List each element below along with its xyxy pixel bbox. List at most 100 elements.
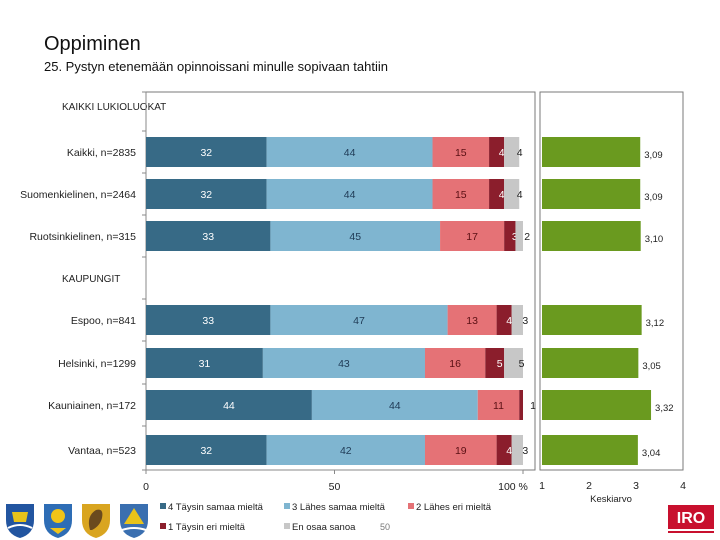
data-label: 11	[493, 400, 504, 412]
data-label: 3	[512, 231, 518, 243]
x-tick-label: 0	[143, 481, 149, 493]
data-label: 4	[499, 189, 505, 201]
bar-segment	[489, 179, 505, 209]
mean-label: 3,12	[646, 318, 665, 329]
category-label: Vantaa, n=523	[68, 445, 136, 457]
data-label: 43	[338, 358, 350, 370]
bar-segment	[424, 435, 497, 465]
mean-tick-label: 2	[586, 480, 592, 492]
mean-bar	[542, 221, 641, 251]
group-header: KAUPUNGIT	[62, 274, 120, 285]
category-label: Suomenkielinen, n=2464	[20, 189, 136, 201]
mean-bar	[542, 435, 638, 465]
kauniainen-coat-of-arms-icon	[82, 504, 110, 538]
bar-segment	[270, 305, 448, 335]
bar-segment	[519, 390, 523, 420]
legend-swatch	[284, 503, 290, 509]
data-label: 5	[519, 358, 525, 370]
data-label: 33	[202, 231, 214, 243]
data-label: 42	[340, 445, 352, 457]
mean-label: 3,04	[642, 448, 661, 459]
bar-segment	[146, 305, 271, 335]
bar-segment	[266, 435, 425, 465]
data-label: 4	[506, 315, 512, 327]
bar-segment	[511, 435, 523, 465]
bar-segment	[266, 137, 433, 167]
bar-segment	[146, 179, 267, 209]
data-label: 17	[466, 231, 478, 243]
bar-segment	[496, 435, 512, 465]
mean-bar	[542, 348, 639, 378]
mean-bar	[542, 390, 652, 420]
data-label: 2	[524, 231, 530, 243]
mean-label: 3,09	[644, 150, 663, 161]
bar-segment	[146, 435, 267, 465]
data-label: 3	[522, 315, 528, 327]
bar-segment	[477, 390, 520, 420]
x-tick-label: 100 %	[498, 481, 528, 493]
data-label: 44	[223, 400, 235, 412]
mean-tick-label: 4	[680, 480, 686, 492]
mean-label: 3,10	[645, 234, 664, 245]
bar-segment	[447, 305, 497, 335]
legend-label: 4 Täysin samaa mieltä	[168, 502, 264, 513]
footer-number: 50	[380, 522, 390, 532]
mean-bar	[542, 179, 641, 209]
legend-swatch	[160, 523, 166, 529]
legend-swatch	[284, 523, 290, 529]
bar-segment	[432, 179, 490, 209]
bar-segment	[485, 348, 505, 378]
data-label: 32	[200, 445, 212, 457]
data-label: 4	[517, 189, 523, 201]
bar-segment	[270, 221, 441, 251]
data-label: 32	[200, 189, 212, 201]
bar-segment	[504, 137, 520, 167]
bar-segment	[432, 137, 490, 167]
mean-panel-frame	[539, 91, 684, 471]
data-label: 32	[200, 147, 212, 159]
helsinki-coat-of-arms-icon	[6, 504, 34, 538]
x-tick-label: 50	[329, 481, 341, 493]
bar-segment	[504, 221, 516, 251]
legend-label: 1 Täysin eri mieltä	[168, 522, 246, 533]
mean-tick-label: 1	[539, 480, 545, 492]
legend-swatch	[160, 503, 166, 509]
data-label: 16	[449, 358, 461, 370]
data-label: 44	[344, 189, 356, 201]
bar-segment	[311, 390, 478, 420]
iro-logo: IRO	[668, 505, 714, 533]
legend-label: En osaa sanoa	[292, 522, 356, 533]
mean-tick-label: 3	[633, 480, 639, 492]
category-label: Kaikki, n=2835	[67, 147, 136, 159]
mean-label: 3,05	[642, 361, 661, 372]
bar-segment	[504, 179, 520, 209]
bar-segment	[146, 390, 312, 420]
page-title: Oppiminen	[44, 33, 141, 55]
data-label: 4	[506, 445, 512, 457]
data-label: 4	[517, 147, 523, 159]
data-label: 19	[455, 445, 467, 457]
bar-segment	[146, 348, 263, 378]
bar-segment	[496, 305, 512, 335]
data-label: 3	[522, 445, 528, 457]
data-label: 15	[455, 147, 467, 159]
data-label: 4	[499, 147, 505, 159]
group-header: KAIKKI LUKIOLUOKAT	[62, 102, 166, 113]
vantaa-coat-of-arms-icon	[120, 504, 148, 538]
bar-segment	[146, 137, 267, 167]
data-label: 47	[353, 315, 365, 327]
mean-bar	[542, 305, 642, 335]
espoo-coat-of-arms-icon	[44, 504, 72, 538]
data-label: 33	[202, 315, 214, 327]
bar-segment	[424, 348, 486, 378]
data-label: 5	[497, 358, 503, 370]
data-label: 13	[466, 315, 478, 327]
page-subtitle: 25. Pystyn etenemään opinnoissani minull…	[44, 59, 388, 74]
iro-logo-text: IRO	[677, 510, 705, 527]
mean-label: 3,32	[655, 403, 674, 414]
bar-segment	[146, 221, 271, 251]
category-label: Kauniainen, n=172	[48, 400, 136, 412]
category-label: Helsinki, n=1299	[58, 358, 136, 370]
legend-swatch	[408, 503, 414, 509]
